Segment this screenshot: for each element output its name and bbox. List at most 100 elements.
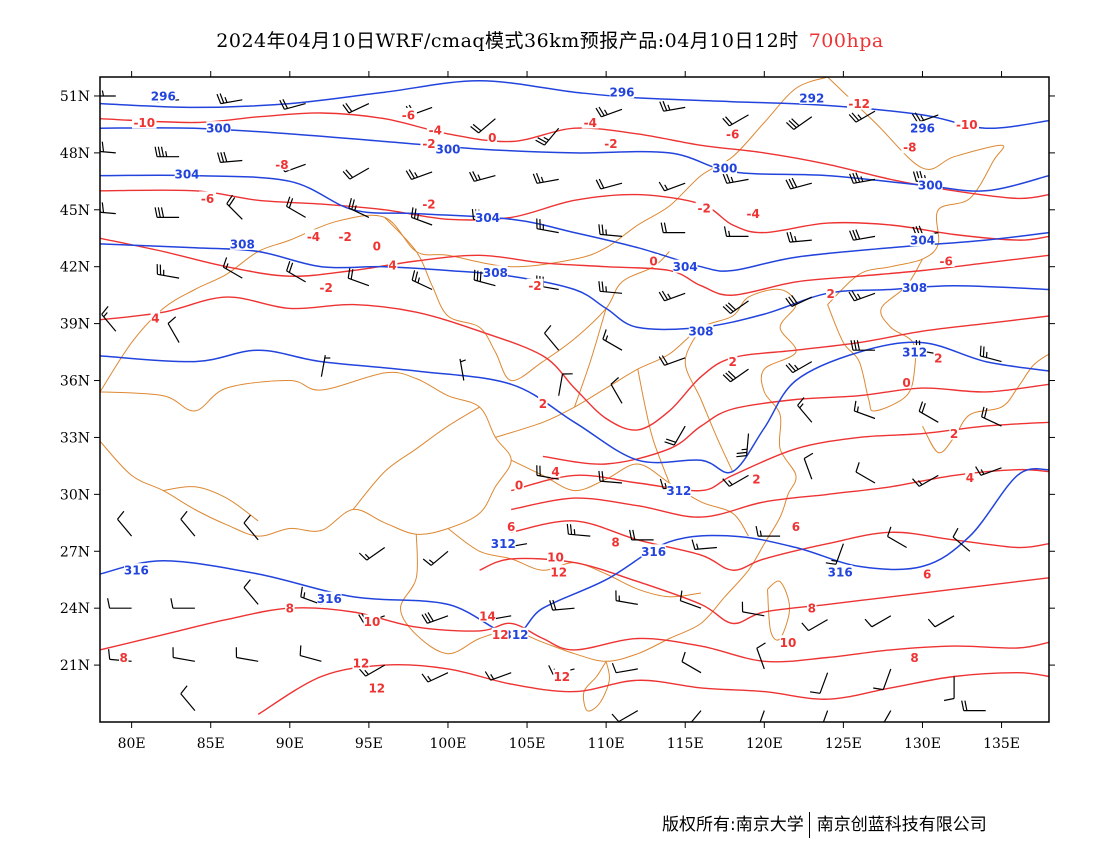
wind-barb — [156, 264, 180, 279]
temperature-contour-line — [511, 421, 1049, 492]
temperature-contour-label-bg — [487, 130, 497, 144]
height-contour-312 — [100, 341, 1049, 474]
wind-barb — [850, 340, 875, 351]
height-contour-label-bg — [174, 166, 200, 180]
wind-barb — [979, 345, 1002, 363]
wind-barb — [154, 146, 180, 158]
temperature-contour-label: 6 — [792, 520, 800, 534]
copyright-company: 南京创蓝科技有限公司 — [816, 815, 987, 835]
border-line — [510, 459, 749, 537]
temperature-contour-label: 0 — [649, 255, 657, 269]
lat-tick-label: 51N — [60, 89, 90, 105]
height-contour-296 — [100, 80, 1049, 129]
temperature-contour-label: 6 — [923, 568, 931, 582]
temperature-contour-label-bg — [514, 477, 524, 491]
temperature-contour-label-bg — [199, 191, 217, 205]
lon-tick-label: 110E — [588, 736, 625, 752]
wind-barb — [681, 651, 702, 674]
temperature-contour-label-bg — [387, 257, 398, 271]
temperature-contour-label-bg — [363, 614, 381, 628]
height-contour-label-bg — [910, 121, 935, 135]
wind-barb — [180, 510, 196, 537]
temperature-contour-label: 4 — [551, 465, 559, 479]
lat-tick-label: 21N — [60, 658, 90, 674]
wind-barb — [883, 710, 892, 722]
temperature-contour-label-bg — [901, 140, 919, 154]
wind-barb — [785, 177, 812, 190]
border-line — [827, 77, 1005, 305]
lon-tick-label: 130E — [904, 736, 941, 752]
wind-barb — [797, 397, 813, 423]
wind-barb — [535, 127, 560, 146]
wind-barb — [405, 169, 433, 180]
temperature-contour-label-bg — [352, 656, 370, 670]
wind-barb — [358, 664, 385, 677]
wind-barb — [611, 710, 639, 722]
temperature-contour-label-bg — [150, 310, 161, 324]
temperature-contour-label-bg — [526, 278, 544, 292]
wind-barb — [358, 547, 386, 561]
temperature-contour-label-bg — [648, 254, 659, 267]
wind-barb — [785, 361, 813, 374]
height-contour-label: 296 — [609, 86, 634, 100]
height-contour-label: 312 — [902, 346, 927, 360]
wind-barb — [473, 269, 496, 287]
temperature-contour-label-bg — [695, 200, 713, 214]
wind-barb — [848, 110, 876, 123]
temperature-contour-label: 0 — [902, 376, 910, 390]
wind-barb — [722, 474, 749, 487]
height-contour-label: 312 — [666, 484, 691, 498]
wind-barb — [755, 525, 781, 537]
temperature-contour-label: -8 — [275, 158, 288, 172]
wind-barb — [848, 290, 876, 302]
height-contour-label: 308 — [230, 237, 255, 251]
height-contour-label: 316 — [828, 566, 853, 580]
copyright-owner: 版权所有:南京大学 — [662, 815, 804, 835]
wind-barb — [536, 218, 559, 234]
wind-barb — [299, 645, 322, 662]
temperature-contour-label-bg — [426, 123, 444, 137]
copyright-footer: 版权所有:南京大学 南京创蓝科技有限公司 — [662, 810, 987, 838]
temperature-contour-label: 6 — [507, 520, 515, 534]
temperature-contour-label-bg — [305, 229, 322, 243]
temperature-contour-label-bg — [751, 472, 762, 486]
temperature-contour-label: 8 — [120, 651, 128, 665]
wind-barb — [180, 685, 196, 711]
wind-barb — [679, 590, 702, 609]
temperature-contour-label: 8 — [611, 535, 619, 549]
wind-barb — [279, 99, 306, 110]
wind-barb — [611, 662, 638, 674]
wind-barb — [736, 433, 750, 458]
wind-barb — [469, 171, 496, 182]
height-contour-label-bg — [688, 324, 714, 338]
temperature-contour-label: -6 — [726, 127, 739, 141]
temperature-contour-label-bg — [779, 635, 797, 649]
temperature-contour-line — [100, 189, 1049, 241]
wind-barb — [629, 529, 654, 541]
border-line — [827, 258, 923, 412]
plot-frame — [99, 76, 1050, 723]
wind-barb — [801, 619, 828, 632]
wind-barb — [484, 671, 512, 681]
temperature-contour-line — [100, 296, 1049, 431]
pressure-level-label: 700hpa — [808, 30, 884, 52]
temperature-contour-label-bg — [933, 350, 943, 364]
lon-tick-label: 135E — [983, 736, 1020, 752]
temperature-contour-label: -2 — [528, 279, 541, 293]
height-contour-label: 316 — [124, 564, 149, 578]
height-contour-label-bg — [902, 280, 927, 294]
temperature-contour-label: 10 — [547, 551, 564, 565]
wind-barb — [864, 615, 892, 628]
height-contour-label-bg — [124, 563, 149, 577]
temperature-contour-label-bg — [317, 280, 335, 294]
height-contour-316 — [100, 467, 1049, 636]
height-contour-label: 316 — [641, 545, 666, 559]
temperature-contour-label: -10 — [133, 116, 155, 130]
temperature-contour-label-bg — [132, 115, 157, 129]
temperature-contour-label: 2 — [539, 397, 547, 411]
temperature-contour-label: -2 — [422, 198, 435, 212]
wind-barb — [243, 514, 259, 541]
lon-tick-label: 100E — [429, 736, 466, 752]
temperature-contour-label-bg — [420, 136, 438, 150]
wind-barb — [536, 465, 559, 480]
